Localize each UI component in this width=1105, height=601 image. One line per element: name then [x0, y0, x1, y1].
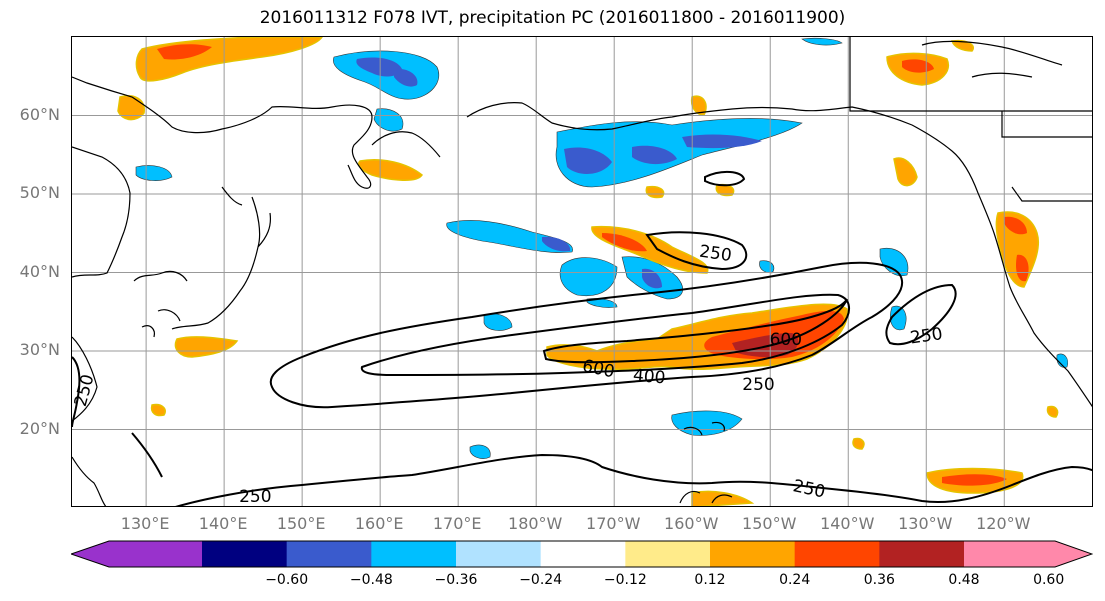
colorbar-outline — [71, 540, 1093, 568]
longitude-label: 170°E — [432, 514, 482, 533]
colorbar-box — [456, 541, 542, 567]
contour-label: 250 — [72, 372, 99, 409]
longitude-label: 160°E — [354, 514, 404, 533]
contour-label: 600 — [770, 330, 802, 350]
longitude-label: 140°W — [820, 514, 875, 533]
map-title: 2016011312 F078 IVT, precipitation PC (2… — [259, 8, 846, 28]
latitude-label: 20°N — [19, 418, 60, 438]
colorbar-tick-label: −0.36 — [434, 572, 478, 588]
colorbar-box — [540, 541, 626, 567]
colorbar-box — [202, 541, 288, 567]
map-panel: 250 600 400 600 250 250 250 250 250 — [71, 36, 1093, 507]
contour-label: 250 — [742, 375, 774, 395]
colorbar-tick-label: −0.60 — [265, 572, 309, 588]
longitude-label: 140°E — [198, 514, 248, 533]
colorbar — [71, 540, 1093, 568]
colorbar-box — [710, 541, 796, 567]
longitude-label: 180°W — [508, 514, 563, 533]
latitude-label: 60°N — [19, 104, 60, 124]
longitude-label: 130°E — [120, 514, 170, 533]
colorbar-tick-label: 0.60 — [1033, 572, 1065, 588]
colorbar-tick-label: −0.48 — [349, 572, 393, 588]
colorbar-tick-label: 0.12 — [694, 572, 726, 588]
longitude-label: 150°E — [276, 514, 326, 533]
longitude-label: 130°W — [898, 514, 953, 533]
contour-label: 250 — [698, 242, 733, 266]
graticule — [72, 37, 1092, 506]
latitude-label: 50°N — [19, 183, 60, 202]
latitude-label: 30°N — [19, 340, 60, 359]
colorbar-tick-label: −0.12 — [603, 572, 647, 588]
contour-label: 400 — [632, 366, 666, 389]
colorbar-box — [794, 541, 880, 567]
longitude-label: 150°W — [742, 514, 797, 533]
colorbar-tick-label: 0.24 — [779, 572, 811, 588]
contour-label: 250 — [239, 487, 271, 507]
longitude-label: 170°W — [586, 514, 641, 533]
longitude-label: 160°W — [664, 514, 719, 533]
longitude-label: 120°W — [976, 514, 1031, 533]
colorbar-tick-label: 0.48 — [948, 572, 980, 588]
colorbar-box — [371, 541, 457, 567]
colorbar-box — [286, 541, 372, 567]
colorbar-tick-label: −0.24 — [519, 572, 563, 588]
contour-label: 250 — [909, 324, 944, 348]
colorbar-left-extension — [71, 541, 202, 567]
precip-negative-shading — [135, 37, 1069, 459]
coastlines — [72, 37, 1092, 506]
latitude-label: 40°N — [19, 261, 60, 281]
colorbar-box — [625, 541, 711, 567]
colorbar-box — [879, 541, 965, 567]
ivt-contours — [72, 171, 1092, 506]
colorbar-tick-label: 0.36 — [863, 572, 895, 588]
colorbar-right-extension — [964, 541, 1092, 567]
